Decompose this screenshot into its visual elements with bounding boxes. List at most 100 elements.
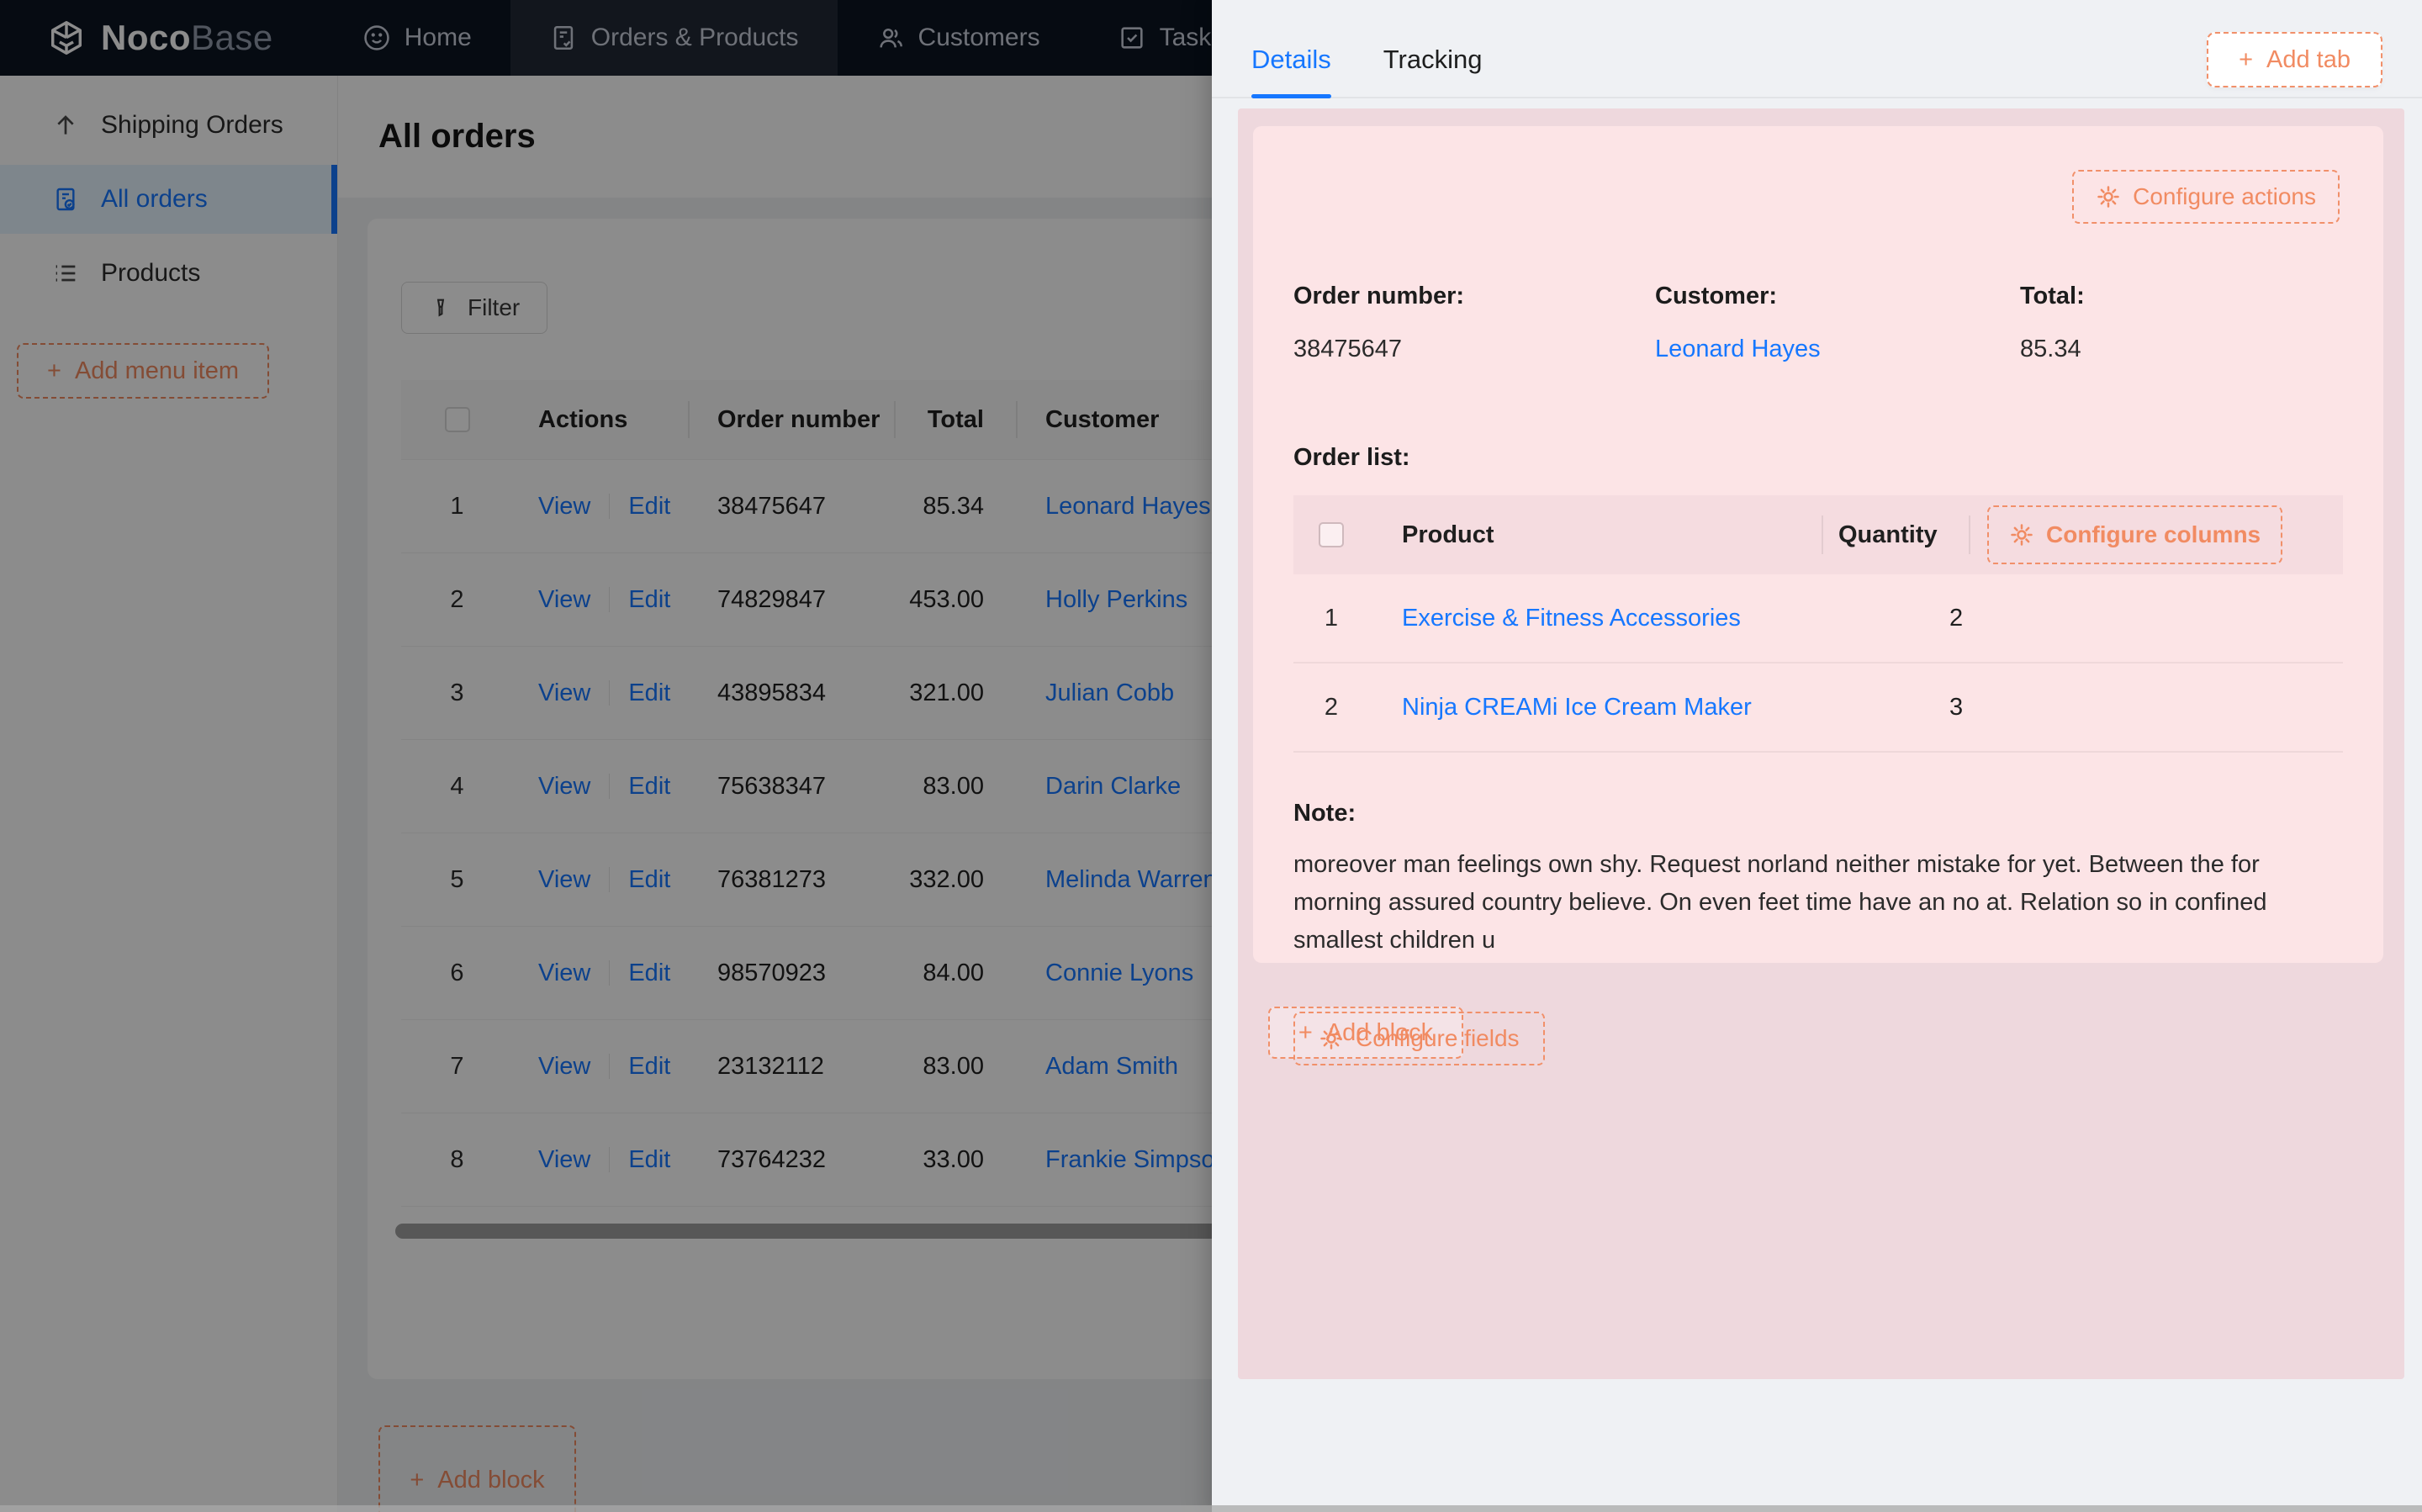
add-menu-item-button[interactable]: + Add menu item	[17, 343, 269, 399]
link-divider	[609, 1054, 611, 1079]
edit-link[interactable]: Edit	[628, 959, 671, 986]
table-row: 5 View Edit 76381273 332.00 Melinda Warre…	[401, 833, 1831, 927]
add-block-button-main[interactable]: + Add block	[378, 1425, 576, 1512]
configure-fields-button[interactable]: Configure fields	[1293, 1012, 1545, 1065]
filter-button-label: Filter	[468, 294, 521, 320]
gear-icon	[2096, 184, 2121, 209]
customer-link[interactable]: Melinda Warren	[1045, 865, 1217, 893]
edit-link[interactable]: Edit	[628, 679, 671, 706]
order-number-cell: 23132112	[717, 1052, 824, 1080]
add-tab-button[interactable]: + Add tab	[2207, 32, 2382, 87]
arrow-up-icon	[52, 112, 79, 139]
customer-link[interactable]: Darin Clarke	[1045, 772, 1182, 800]
check-square-icon	[1118, 24, 1146, 52]
link-divider	[609, 774, 611, 799]
link-divider	[609, 1147, 611, 1172]
nav-item-label: Orders & Products	[590, 24, 799, 51]
team-icon	[876, 24, 905, 52]
table-row: 7 View Edit 23132112 83.00 Adam Smith	[401, 1020, 1831, 1113]
field-total: Total: 85.34	[2020, 283, 2343, 363]
sidebar-item-label: All orders	[101, 185, 208, 213]
nav-item-home[interactable]: Home	[324, 0, 510, 76]
row-index: 1	[1324, 604, 1339, 632]
select-all-checkbox[interactable]	[444, 407, 470, 432]
add-block-button-drawer[interactable]: + Add block	[1268, 1007, 1463, 1059]
filter-button[interactable]: Filter	[401, 282, 548, 334]
order-list-row: 2 Ninja CREAMi Ice Cream Maker 3	[1293, 663, 2343, 753]
add-menu-item-label: Add menu item	[74, 357, 239, 384]
quantity-cell: 3	[1949, 693, 1964, 721]
order-list-table-header: Product Quantity Configure columns	[1293, 495, 2343, 574]
sidebar-item-all-orders[interactable]: All orders	[0, 165, 337, 234]
column-header-customer[interactable]: Customer	[1045, 405, 1160, 433]
select-all-checkbox[interactable]	[1319, 522, 1344, 547]
total-cell: 83.00	[923, 772, 984, 800]
edit-link[interactable]: Edit	[628, 585, 671, 613]
column-header-product[interactable]: Product	[1369, 521, 1823, 549]
tab-details[interactable]: Details	[1251, 45, 1331, 98]
nav-item-orders-products[interactable]: Orders & Products	[510, 0, 838, 76]
sidebar-item-label: Products	[101, 259, 201, 287]
field-label: Customer:	[1655, 283, 1778, 309]
window-bottom-scrollbar[interactable]	[0, 1505, 2422, 1512]
customer-link[interactable]: Julian Cobb	[1045, 679, 1175, 706]
nocobase-logo[interactable]: NocoBase	[0, 0, 324, 76]
column-header-total[interactable]: Total	[896, 406, 1018, 434]
column-header-quantity[interactable]: Quantity	[1823, 521, 1970, 549]
configure-fields-label: Configure fields	[1356, 1025, 1520, 1051]
order-details-drawer: Details Tracking + Add tab Configure act…	[1212, 0, 2422, 1512]
order-list-table: Product Quantity Configure columns	[1293, 495, 2343, 753]
configure-columns-button[interactable]: Configure columns	[1987, 505, 2283, 564]
field-label: Total:	[2020, 283, 2085, 309]
sidebar-item-products[interactable]: Products	[0, 239, 337, 308]
product-link[interactable]: Exercise & Fitness Accessories	[1402, 604, 1741, 632]
edit-link[interactable]: Edit	[628, 1052, 671, 1080]
total-cell: 33.00	[923, 1145, 984, 1173]
customer-link[interactable]: Holly Perkins	[1045, 585, 1188, 613]
product-link[interactable]: Ninja CREAMi Ice Cream Maker	[1402, 693, 1752, 721]
view-link[interactable]: View	[538, 865, 591, 893]
order-number-cell: 98570923	[717, 959, 827, 986]
customer-link[interactable]: Adam Smith	[1045, 1052, 1178, 1080]
plus-icon: +	[2239, 45, 2254, 73]
details-block: Configure actions Order number: 38475647…	[1253, 126, 2383, 1065]
note-label: Note:	[1293, 800, 1356, 827]
view-link[interactable]: View	[538, 492, 591, 520]
plus-icon: +	[410, 1466, 425, 1493]
filter-icon	[429, 296, 452, 320]
list-icon	[52, 260, 79, 287]
customer-link[interactable]: Connie Lyons	[1045, 959, 1194, 986]
total-cell: 332.00	[909, 865, 984, 893]
row-index: 7	[450, 1052, 464, 1080]
tab-tracking[interactable]: Tracking	[1383, 45, 1483, 74]
edit-link[interactable]: Edit	[628, 1145, 671, 1173]
view-link[interactable]: View	[538, 1145, 591, 1173]
sidebar-item-shipping-orders[interactable]: Shipping Orders	[0, 91, 337, 160]
column-header-actions[interactable]: Actions	[513, 406, 690, 434]
plus-icon: +	[47, 357, 61, 384]
view-link[interactable]: View	[538, 772, 591, 800]
customer-link[interactable]: Leonard Hayes	[1655, 336, 1821, 362]
nav-item-customers[interactable]: Customers	[838, 0, 1079, 76]
customer-link[interactable]: Leonard Hayes	[1045, 492, 1211, 520]
gear-icon	[2009, 522, 2034, 547]
sidebar: Shipping Orders All orders Products + Ad…	[0, 76, 338, 1512]
column-header-order-number[interactable]: Order number	[690, 406, 896, 434]
row-index: 4	[450, 772, 464, 800]
customer-link[interactable]: Frankie Simpson	[1045, 1145, 1229, 1173]
view-link[interactable]: View	[538, 679, 591, 706]
view-link[interactable]: View	[538, 959, 591, 986]
add-block-label: Add block	[437, 1466, 545, 1493]
file-done-icon	[52, 186, 79, 213]
row-index: 2	[450, 585, 464, 613]
order-number-cell: 74829847	[717, 585, 827, 613]
nav-item-label: Home	[404, 24, 472, 51]
view-link[interactable]: View	[538, 585, 591, 613]
configure-actions-button[interactable]: Configure actions	[2072, 170, 2340, 224]
view-link[interactable]: View	[538, 1052, 591, 1080]
edit-link[interactable]: Edit	[628, 772, 671, 800]
edit-link[interactable]: Edit	[628, 492, 671, 520]
order-fields: Order number: 38475647 Customer: Leonard…	[1293, 283, 2343, 363]
edit-link[interactable]: Edit	[628, 865, 671, 893]
